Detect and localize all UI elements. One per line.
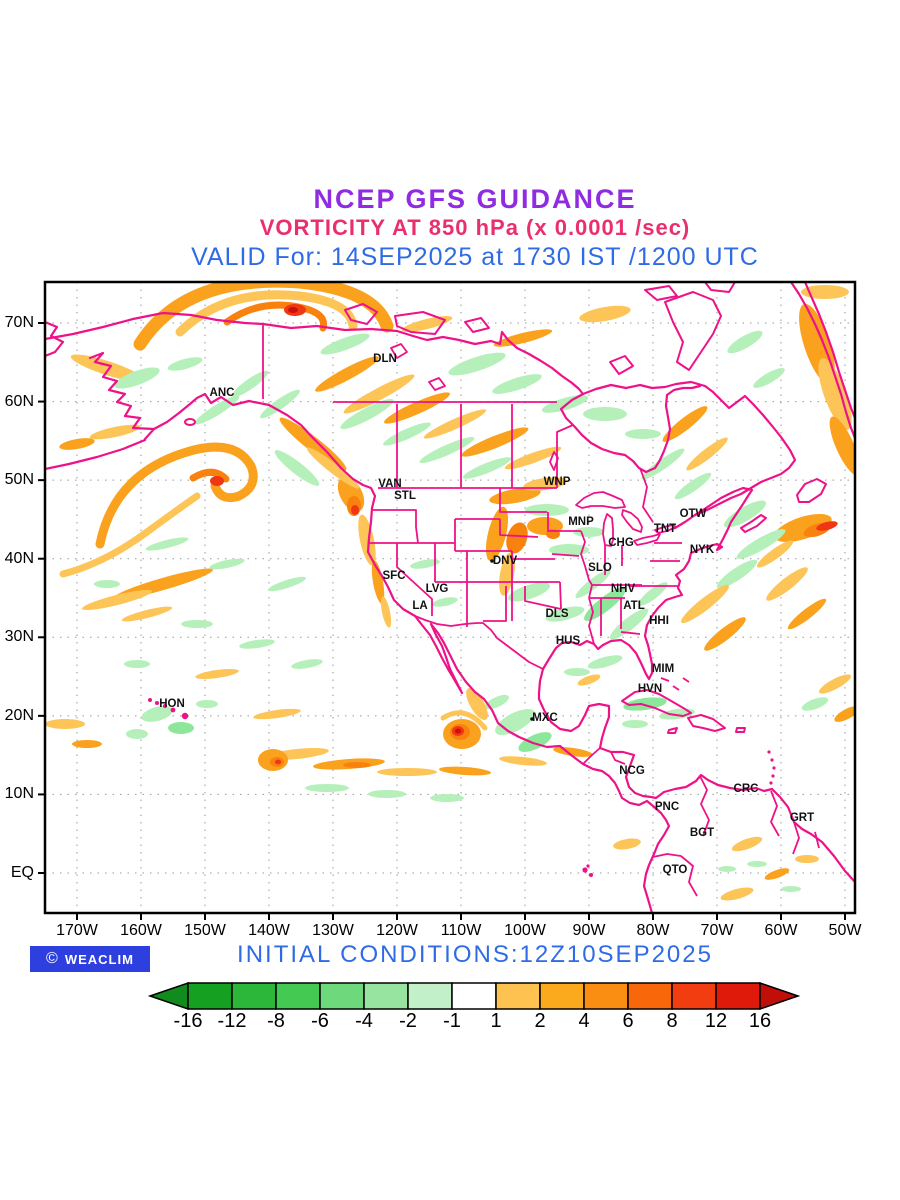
lon-tick-label: 100W bbox=[504, 922, 546, 939]
lat-tick-label: 40N bbox=[4, 549, 34, 567]
lat-tick-label: 20N bbox=[4, 706, 34, 724]
lat-tick-label: 10N bbox=[4, 785, 34, 803]
station-label: SFC bbox=[383, 570, 406, 582]
map-area: ANC DLN VAN STL WNP MNP OTW TNT CHG NYK DNV SLO SFC L… bbox=[38, 280, 857, 920]
station-label: BGT bbox=[690, 827, 714, 839]
station-label: NHV bbox=[611, 583, 636, 595]
lon-tick-label: 70W bbox=[700, 922, 734, 939]
colorbar bbox=[147, 981, 801, 1011]
colorbar-labels: -16 -12 -8 -6 -4 -2 -1 1 2 4 6 8 12 16 bbox=[130, 1010, 810, 1034]
lon-tick-label: 60W bbox=[764, 922, 798, 939]
station-label: LVG bbox=[426, 583, 449, 595]
station-label: DLS bbox=[546, 608, 569, 620]
station-label: WNP bbox=[544, 476, 571, 488]
lon-tick-label: 90W bbox=[572, 922, 606, 939]
station-label: NYK bbox=[690, 544, 715, 556]
station-label: TNT bbox=[654, 523, 676, 535]
page-title: NCEP GFS GUIDANCE bbox=[313, 184, 637, 214]
colorbar-tick-label: -16 bbox=[173, 1010, 203, 1032]
colorbar-tick-label: -12 bbox=[217, 1010, 247, 1032]
station-dot-mxc bbox=[530, 717, 534, 721]
station-label: QTO bbox=[663, 864, 688, 876]
colorbar-tick-label: 8 bbox=[666, 1010, 678, 1032]
station-label: HHI bbox=[649, 615, 669, 627]
lon-tick-label: 130W bbox=[312, 922, 354, 939]
colorbar-tick-label: 2 bbox=[534, 1010, 546, 1032]
station-label: SLO bbox=[588, 562, 612, 574]
station-label: GRT bbox=[790, 812, 814, 824]
latitude-axis: 70N 60N 50N 40N 30N 20N 10N EQ bbox=[0, 282, 40, 913]
station-label: HUS bbox=[556, 635, 581, 647]
lon-tick-label: 160W bbox=[120, 922, 162, 939]
colorbar-tick-label: 4 bbox=[578, 1010, 590, 1032]
lat-tick-label: 30N bbox=[4, 628, 34, 646]
station-label: NCG bbox=[619, 765, 645, 777]
map-frame bbox=[43, 280, 857, 915]
station-label: CHG bbox=[608, 537, 634, 549]
longitude-axis: 170W 160W 150W 140W 130W 120W 110W 100W 90W 80W 70… bbox=[45, 922, 861, 942]
lon-tick-label: 140W bbox=[248, 922, 290, 939]
lon-tick-label: 170W bbox=[56, 922, 98, 939]
colorbar-tick-label: -4 bbox=[355, 1010, 373, 1032]
station-label: ANC bbox=[210, 387, 235, 399]
station-label: LA bbox=[412, 600, 427, 612]
lakes bbox=[390, 343, 677, 547]
station-label: MXC bbox=[532, 712, 558, 724]
copyright-icon: © bbox=[46, 950, 59, 967]
lon-tick-label: 50W bbox=[828, 922, 862, 939]
station-label: MNP bbox=[568, 516, 594, 528]
colorbar-tick-label: -8 bbox=[267, 1010, 285, 1032]
lon-tick-label: 110W bbox=[440, 922, 482, 939]
station-label: STL bbox=[394, 490, 416, 502]
lon-tick-label: 80W bbox=[636, 922, 670, 939]
logo-text: WEACLIM bbox=[64, 951, 134, 967]
colorbar-tick-label: 16 bbox=[748, 1010, 772, 1032]
station-label: DLN bbox=[373, 353, 397, 365]
vorticity-patches bbox=[45, 282, 855, 901]
colorbar-tick-label: -1 bbox=[443, 1010, 461, 1032]
station-label: HVN bbox=[638, 683, 662, 695]
station-dot-dnv bbox=[490, 559, 494, 563]
station-label: HON bbox=[159, 698, 185, 710]
station-label: CRC bbox=[734, 783, 759, 795]
coastlines bbox=[45, 282, 855, 913]
station-label: VAN bbox=[378, 478, 401, 490]
station-label: PNC bbox=[655, 801, 679, 813]
colorbar-tick-label: 12 bbox=[704, 1010, 728, 1032]
lat-tick-label: 70N bbox=[4, 314, 34, 331]
weaclim-logo: © WEACLIM bbox=[30, 946, 150, 972]
lat-tick-label: EQ bbox=[10, 863, 34, 881]
state-borders bbox=[262, 324, 820, 897]
lat-tick-label: 60N bbox=[4, 392, 34, 410]
colorbar-tick-label: 6 bbox=[622, 1010, 634, 1032]
page-subtitle: VORTICITY AT 850 hPa (x 0.0001 /sec) bbox=[259, 215, 691, 240]
valid-time-line: VALID For: 14SEP2025 at 1730 IST /1200 U… bbox=[191, 243, 759, 271]
station-label: MIM bbox=[652, 663, 674, 675]
station-label: DNV bbox=[493, 555, 518, 567]
axis-ticks bbox=[38, 322, 846, 920]
colorbar-tick-label: -6 bbox=[311, 1010, 329, 1032]
colorbar-tick-label: 1 bbox=[490, 1010, 502, 1032]
colorbar-tick-label: -2 bbox=[399, 1010, 417, 1032]
initial-conditions-line: INITIAL CONDITIONS:12Z10SEP2025 bbox=[237, 941, 713, 968]
lon-tick-label: 120W bbox=[376, 922, 418, 939]
lon-tick-label: 150W bbox=[184, 922, 226, 939]
station-label: ATL bbox=[623, 600, 645, 612]
lat-tick-label: 50N bbox=[4, 471, 34, 489]
station-label: OTW bbox=[680, 508, 707, 520]
